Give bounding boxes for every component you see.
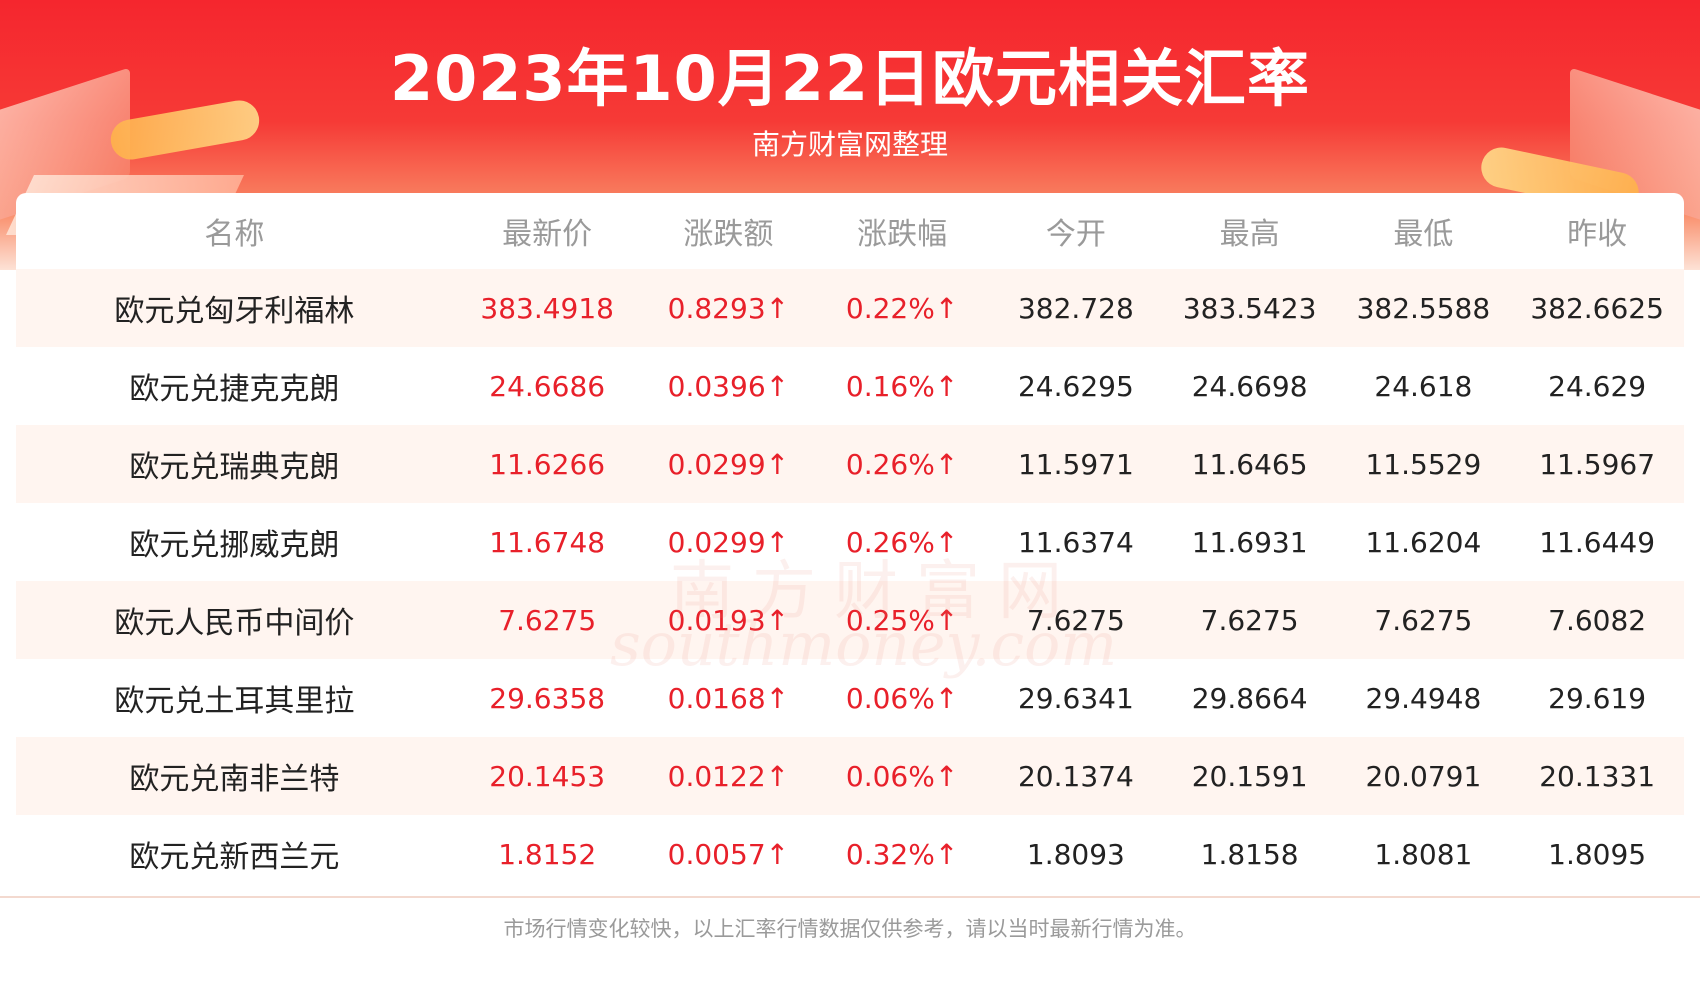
prev-close: 1.8095: [1548, 837, 1647, 871]
change-percent: 0.26%↑: [845, 525, 959, 559]
high-price: 11.6931: [1191, 525, 1308, 559]
low-price: 24.618: [1374, 369, 1473, 403]
column-header-open: 今开: [1045, 217, 1106, 252]
column-header-prev: 昨收: [1567, 217, 1628, 252]
latest-price: 1.8152: [498, 837, 597, 871]
rate-name: 欧元兑瑞典克朗: [129, 450, 340, 485]
high-price: 20.1591: [1191, 759, 1308, 793]
table-row: 欧元人民币中间价 7.6275 0.0193↑ 0.25%↑ 7.6275 7.6275 7…: [16, 581, 1684, 659]
latest-price: 383.4918: [480, 291, 614, 325]
open-price: 7.6275: [1026, 603, 1125, 637]
latest-price: 11.6748: [489, 525, 606, 559]
footer-disclaimer: 市场行情变化较快，以上汇率行情数据仅供参考，请以当时最新行情为准。: [503, 917, 1197, 941]
column-header-low: 最低: [1393, 217, 1454, 252]
column-header-change: 涨跌额: [683, 217, 774, 252]
latest-price: 29.6358: [489, 681, 606, 715]
rate-name: 欧元兑土耳其里拉: [114, 684, 355, 719]
table-body: 欧元兑匈牙利福林 383.4918 0.8293↑ 0.22%↑ 382.728 383.…: [16, 269, 1684, 893]
change-amount: 0.0299↑: [667, 447, 790, 481]
table-row: 欧元兑新西兰元 1.8152 0.0057↑ 0.32%↑ 1.8093 1.8158 1.…: [16, 815, 1684, 893]
change-amount: 0.8293↑: [667, 291, 790, 325]
rate-name: 欧元兑捷克克朗: [129, 372, 340, 407]
open-price: 1.8093: [1026, 837, 1125, 871]
change-amount: 0.0193↑: [667, 603, 790, 637]
change-amount: 0.0396↑: [667, 369, 790, 403]
change-amount: 0.0168↑: [667, 681, 790, 715]
change-amount: 0.0299↑: [667, 525, 790, 559]
prev-close: 7.6082: [1548, 603, 1647, 637]
change-percent: 0.06%↑: [845, 681, 959, 715]
table-row: 欧元兑捷克克朗 24.6686 0.0396↑ 0.16%↑ 24.6295 24.669…: [16, 347, 1684, 425]
low-price: 7.6275: [1374, 603, 1473, 637]
rate-name: 欧元兑挪威克朗: [129, 528, 340, 563]
table-row: 欧元兑挪威克朗 11.6748 0.0299↑ 0.26%↑ 11.6374 11.693…: [16, 503, 1684, 581]
table-row: 欧元兑匈牙利福林 383.4918 0.8293↑ 0.22%↑ 382.728 383.…: [16, 269, 1684, 347]
column-header-latest: 最新价: [502, 217, 593, 252]
change-amount: 0.0122↑: [667, 759, 790, 793]
table-row: 欧元兑南非兰特 20.1453 0.0122↑ 0.06%↑ 20.1374 20.159…: [16, 737, 1684, 815]
rates-table: 名称 最新价 涨跌额 涨跌幅 今开 最高 最低 昨收 欧元兑匈牙利福林 383.4918 0.82…: [16, 193, 1684, 897]
low-price: 1.8081: [1374, 837, 1473, 871]
low-price: 382.5588: [1356, 291, 1491, 325]
latest-price: 11.6266: [489, 447, 606, 481]
change-percent: 0.25%↑: [845, 603, 959, 637]
page-subtitle: 南方财富网整理: [751, 128, 948, 161]
rate-name: 欧元人民币中间价: [114, 606, 355, 641]
open-price: 20.1374: [1017, 759, 1134, 793]
prev-close: 20.1331: [1539, 759, 1656, 793]
table-row: 欧元兑瑞典克朗 11.6266 0.0299↑ 0.26%↑ 11.5971 11.646…: [16, 425, 1684, 503]
table-row: 欧元兑土耳其里拉 29.6358 0.0168↑ 0.06%↑ 29.6341 29.86…: [16, 659, 1684, 737]
high-price: 383.5423: [1182, 291, 1317, 325]
prev-close: 24.629: [1548, 369, 1647, 403]
prev-close: 11.6449: [1539, 525, 1656, 559]
footer-divider: [0, 896, 1700, 898]
change-percent: 0.32%↑: [845, 837, 959, 871]
latest-price: 24.6686: [489, 369, 606, 403]
low-price: 11.5529: [1365, 447, 1482, 481]
high-price: 24.6698: [1191, 369, 1308, 403]
open-price: 24.6295: [1017, 369, 1134, 403]
open-price: 11.5971: [1017, 447, 1134, 481]
latest-price: 7.6275: [498, 603, 597, 637]
high-price: 7.6275: [1200, 603, 1299, 637]
low-price: 11.6204: [1365, 525, 1482, 559]
high-price: 29.8664: [1191, 681, 1308, 715]
change-percent: 0.22%↑: [845, 291, 959, 325]
change-percent: 0.06%↑: [845, 759, 959, 793]
rate-name: 欧元兑南非兰特: [129, 762, 340, 797]
column-header-high: 最高: [1219, 217, 1280, 252]
page-title: 2023年10月22日欧元相关汇率: [389, 42, 1311, 115]
rate-name: 欧元兑匈牙利福林: [114, 294, 355, 329]
change-percent: 0.16%↑: [845, 369, 959, 403]
high-price: 1.8158: [1200, 837, 1299, 871]
prev-close: 29.619: [1548, 681, 1647, 715]
open-price: 11.6374: [1017, 525, 1134, 559]
low-price: 20.0791: [1365, 759, 1482, 793]
column-header-name: 名称: [204, 217, 265, 252]
change-amount: 0.0057↑: [667, 837, 790, 871]
prev-close: 382.6625: [1530, 291, 1664, 325]
high-price: 11.6465: [1191, 447, 1308, 481]
open-price: 382.728: [1017, 291, 1134, 325]
table-header: 名称 最新价 涨跌额 涨跌幅 今开 最高 最低 昨收: [16, 193, 1684, 269]
low-price: 29.4948: [1365, 681, 1482, 715]
change-percent: 0.26%↑: [845, 447, 959, 481]
column-header-pct: 涨跌幅: [857, 217, 948, 252]
latest-price: 20.1453: [489, 759, 606, 793]
prev-close: 11.5967: [1539, 447, 1656, 481]
open-price: 29.6341: [1017, 681, 1134, 715]
rate-name: 欧元兑新西兰元: [129, 840, 340, 875]
